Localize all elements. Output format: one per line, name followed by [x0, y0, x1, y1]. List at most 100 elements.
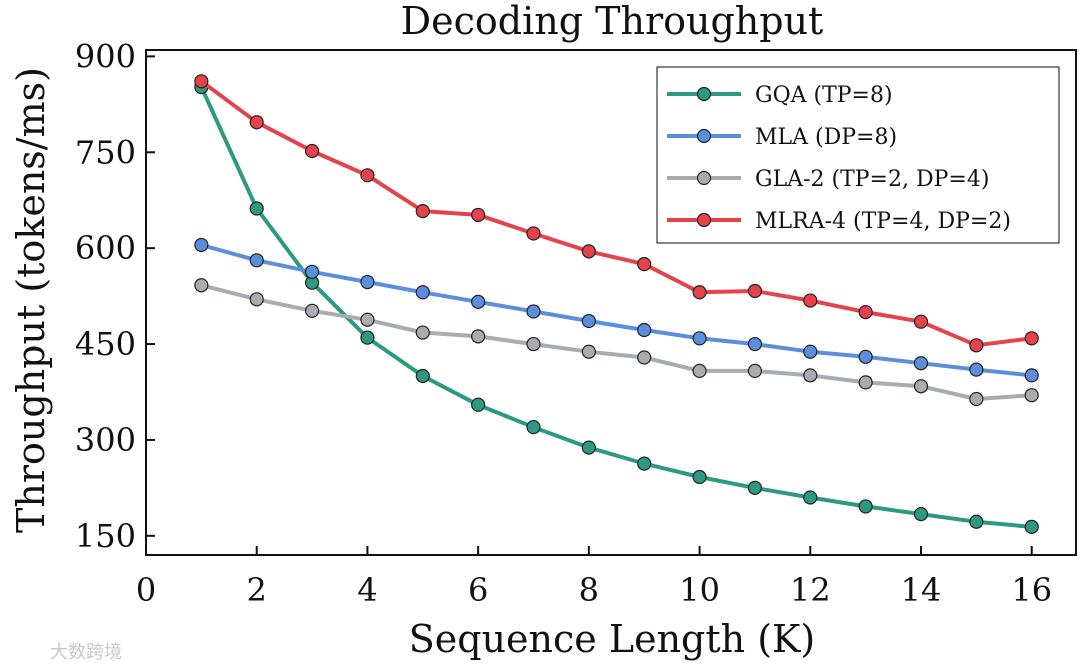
data-point	[803, 368, 818, 383]
data-point	[858, 304, 873, 320]
data-point	[692, 363, 707, 378]
data-point	[249, 292, 264, 307]
data-point	[471, 207, 486, 223]
data-point	[526, 336, 541, 352]
data-point	[360, 312, 375, 327]
legend-marker	[696, 128, 712, 144]
data-point	[194, 237, 209, 253]
x-tick-label: 2	[247, 571, 267, 609]
data-point	[581, 440, 596, 455]
x-axis-label: Sequence Length (K)	[409, 617, 816, 661]
data-point	[194, 74, 209, 89]
y-tick-label: 450	[75, 325, 136, 363]
data-point	[1024, 331, 1039, 346]
data-point	[913, 379, 929, 394]
data-point	[637, 350, 652, 365]
series-group	[194, 74, 1039, 353]
y-tick-label: 750	[75, 133, 136, 171]
data-point	[969, 362, 984, 377]
data-point	[526, 226, 541, 241]
legend-marker	[696, 86, 712, 102]
data-point	[249, 201, 264, 216]
data-point	[194, 278, 209, 293]
data-point	[471, 329, 486, 344]
data-point	[1024, 519, 1039, 534]
legend-marker	[696, 212, 712, 228]
x-tick-label: 8	[579, 571, 599, 609]
data-point	[913, 314, 929, 329]
legend-marker	[696, 170, 712, 186]
data-point	[304, 264, 320, 279]
data-point	[858, 349, 873, 364]
data-point	[360, 330, 375, 345]
data-point	[969, 338, 984, 353]
legend-label: GLA-2 (TP=2, DP=4)	[755, 167, 989, 192]
data-point	[415, 203, 430, 219]
series-group	[194, 79, 1039, 534]
data-point	[913, 506, 929, 522]
data-point	[803, 344, 818, 359]
data-point	[747, 363, 763, 378]
y-axis-label: Throughput (tokens/ms)	[9, 67, 53, 533]
data-point	[415, 285, 430, 300]
legend-label: MLA (DP=8)	[755, 125, 897, 150]
data-point	[692, 331, 707, 346]
ticks-layer: 0 2 4 6 8 10 12 14 16 150 300 450 600 750 900	[75, 37, 1052, 609]
series-group	[194, 237, 1039, 383]
watermark: 大数跨境	[50, 642, 122, 663]
data-point	[360, 274, 375, 290]
data-point	[249, 115, 264, 130]
series-line	[200, 283, 1032, 401]
x-tick-label: 4	[357, 571, 377, 609]
x-tick-label: 16	[1011, 571, 1052, 609]
data-point	[637, 257, 652, 272]
data-point	[803, 490, 818, 505]
series-line	[200, 79, 1032, 348]
data-point	[747, 336, 763, 352]
legend-label: MLRA-4 (TP=4, DP=2)	[755, 209, 1011, 234]
data-point	[526, 304, 541, 319]
chart-title: Decoding Throughput	[401, 0, 824, 43]
legend: GQA (TP=8) MLA (DP=8) GLA-2 (TP=2, DP=4) ML…	[656, 66, 1060, 244]
data-point	[304, 143, 320, 159]
data-point	[858, 375, 873, 390]
y-tick-label: 900	[75, 37, 136, 75]
data-point	[471, 294, 486, 309]
data-point	[969, 514, 984, 529]
legend-box	[656, 66, 1060, 244]
data-point	[415, 368, 430, 384]
data-point	[637, 456, 652, 471]
data-point	[637, 322, 652, 338]
x-tick-label: 0	[136, 571, 156, 609]
data-point	[858, 499, 873, 514]
data-point	[526, 420, 541, 435]
data-point	[249, 253, 264, 268]
plot-frame	[145, 49, 1077, 556]
series-group	[194, 278, 1039, 407]
series-line	[200, 243, 1032, 378]
x-tick-label: 14	[901, 571, 942, 609]
data-point	[415, 325, 430, 340]
series-line	[199, 86, 1032, 529]
data-point	[471, 397, 486, 412]
data-point	[581, 313, 596, 329]
data-point	[360, 168, 375, 183]
data-point	[1024, 388, 1039, 403]
data-point	[913, 356, 929, 371]
data-point	[692, 469, 707, 485]
data-point	[581, 344, 596, 359]
x-tick-label: 12	[790, 571, 831, 609]
data-point	[747, 283, 763, 299]
data-point	[692, 285, 707, 300]
data-point	[304, 303, 320, 318]
data-point	[803, 293, 818, 308]
legend-label: GQA (TP=8)	[755, 83, 893, 108]
x-tick-label: 6	[468, 571, 488, 609]
data-point	[1024, 368, 1039, 383]
y-tick-label: 300	[75, 421, 136, 459]
y-tick-label: 600	[75, 229, 136, 267]
data-point	[747, 480, 763, 495]
y-tick-label: 150	[75, 517, 136, 555]
series-layer	[194, 74, 1039, 534]
